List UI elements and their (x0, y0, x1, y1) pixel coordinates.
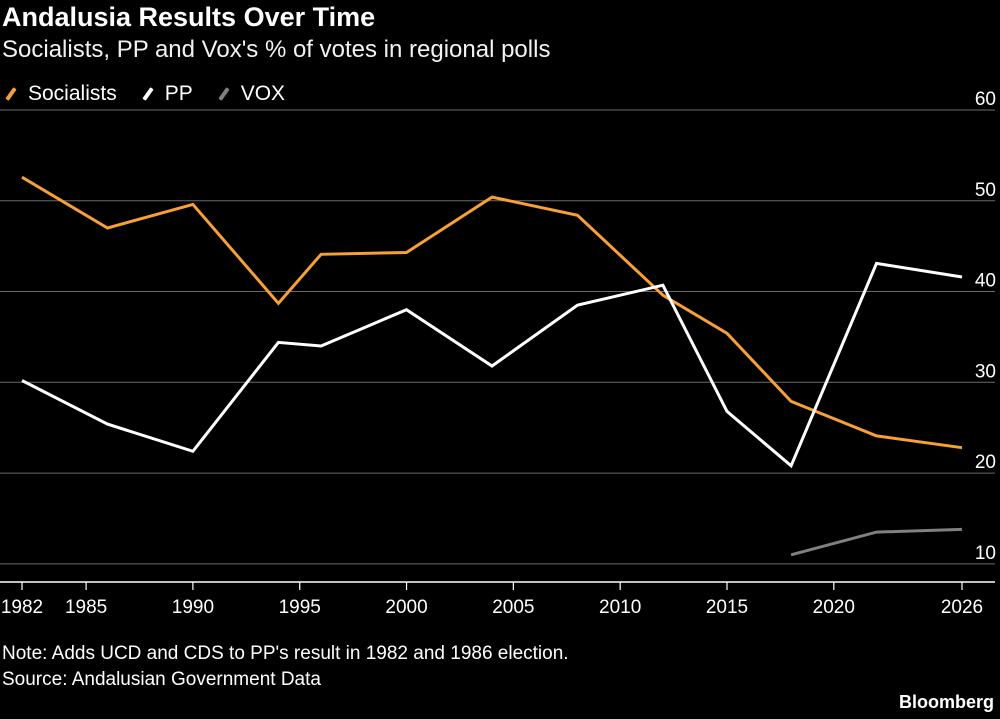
x-tick-label-2010: 2010 (599, 597, 641, 618)
legend-label-pp: PP (164, 82, 193, 105)
x-tick-label-2005: 2005 (492, 597, 534, 618)
series-line-vox (790, 527, 963, 557)
legend-item-vox: VOX (217, 82, 285, 106)
chart-legend: Socialists PP VOX (4, 82, 309, 106)
series-line-pp (21, 261, 963, 469)
legend-label-socialists: Socialists (28, 82, 117, 105)
chart-note: Note: Adds UCD and CDS to PP's result in… (2, 643, 569, 664)
legend-item-pp: PP (141, 82, 193, 106)
legend-label-vox: VOX (240, 82, 286, 105)
grid-layer (0, 109, 995, 565)
x-tick-label-2020: 2020 (813, 597, 855, 618)
y-tick-label-60: 60 (975, 89, 996, 110)
x-tick-label-1982: 1982 (1, 597, 43, 618)
axis-layer: 10 20 30 40 50 60 1982 1985 1990 1995 2000 2005 2010… (0, 89, 996, 618)
y-tick-label-20: 20 (975, 452, 996, 473)
x-tick-label-2000: 2000 (385, 597, 427, 618)
y-tick-label-10: 10 (975, 543, 996, 564)
x-tick-label-1985: 1985 (65, 597, 107, 618)
y-tick-label-50: 50 (975, 180, 996, 201)
bloomberg-logo: Bloomberg (898, 692, 994, 712)
x-tick-label-1995: 1995 (279, 597, 321, 618)
legend-item-socialists: Socialists (4, 82, 117, 106)
series-line-socialists (21, 175, 963, 450)
y-tick-label-30: 30 (975, 361, 996, 382)
x-tick-label-1990: 1990 (172, 597, 214, 618)
chart-subtitle: Socialists, PP and Vox's % of votes in r… (2, 36, 551, 63)
chart-source: Source: Andalusian Government Data (2, 669, 321, 690)
y-tick-label-40: 40 (975, 271, 996, 292)
x-tick-label-2015: 2015 (706, 597, 748, 618)
x-tick-label-2026: 2026 (941, 597, 983, 618)
series-layer (21, 175, 963, 557)
chart-title: Andalusia Results Over Time (2, 2, 376, 32)
